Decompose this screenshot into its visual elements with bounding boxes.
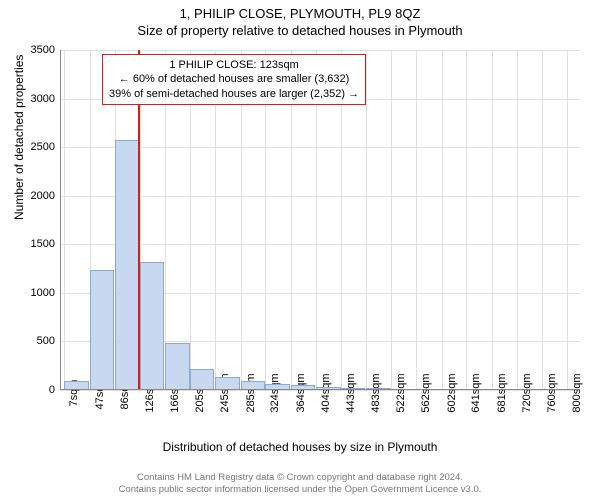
y-tick-label: 500	[15, 335, 55, 347]
annotation-box: 1 PHILIP CLOSE: 123sqm← 60% of detached …	[102, 54, 366, 105]
grid-line-vertical	[567, 50, 568, 390]
y-tick-label: 2500	[15, 141, 55, 153]
grid-line-vertical	[492, 50, 493, 390]
y-axis-line	[60, 50, 61, 390]
y-tick-label: 0	[15, 384, 55, 396]
grid-line-vertical	[64, 50, 65, 390]
y-tick-label: 3500	[15, 44, 55, 56]
annotation-line1: 1 PHILIP CLOSE: 123sqm	[109, 58, 359, 72]
x-tick-label: 760sqm	[546, 373, 558, 412]
grid-line-vertical	[416, 50, 417, 390]
histogram-bar	[165, 343, 189, 390]
y-tick-label: 1500	[15, 238, 55, 250]
chart-plot-area: 05001000150020002500300035007sqm47sqm86s…	[60, 50, 580, 390]
x-tick-label: 800sqm	[571, 373, 583, 412]
histogram-bar	[140, 262, 164, 390]
x-tick-label: 641sqm	[470, 373, 482, 412]
grid-line-vertical	[542, 50, 543, 390]
x-tick-label: 364sqm	[295, 373, 307, 412]
x-tick-label: 443sqm	[345, 373, 357, 412]
x-tick-label: 562sqm	[420, 373, 432, 412]
grid-line-vertical	[517, 50, 518, 390]
x-tick-label: 720sqm	[521, 373, 533, 412]
y-tick-label: 2000	[15, 190, 55, 202]
footnote: Contains HM Land Registry data © Crown c…	[0, 472, 600, 496]
chart-title-sub: Size of property relative to detached ho…	[0, 21, 600, 38]
chart-title-main: 1, PHILIP CLOSE, PLYMOUTH, PL9 8QZ	[0, 0, 600, 21]
x-tick-label: 522sqm	[395, 373, 407, 412]
x-tick-label: 404sqm	[320, 373, 332, 412]
footnote-line1: Contains HM Land Registry data © Crown c…	[0, 472, 600, 484]
x-tick-label: 602sqm	[446, 373, 458, 412]
grid-line-vertical	[466, 50, 467, 390]
annotation-line2: ← 60% of detached houses are smaller (3,…	[109, 72, 359, 86]
histogram-bar	[190, 369, 214, 390]
grid-line-vertical	[391, 50, 392, 390]
footnote-line2: Contains public sector information licen…	[0, 484, 600, 496]
x-tick-label: 483sqm	[370, 373, 382, 412]
x-tick-label: 681sqm	[496, 373, 508, 412]
y-tick-label: 1000	[15, 287, 55, 299]
x-tick-label: 324sqm	[269, 373, 281, 412]
grid-line-vertical	[442, 50, 443, 390]
x-tick-label: 285sqm	[245, 373, 257, 412]
x-axis-title: Distribution of detached houses by size …	[0, 440, 600, 454]
histogram-bar	[90, 270, 114, 390]
histogram-bar	[115, 140, 139, 390]
y-tick-label: 3000	[15, 93, 55, 105]
x-axis-line	[60, 389, 580, 390]
annotation-line3: 39% of semi-detached houses are larger (…	[109, 87, 359, 101]
grid-line-vertical	[366, 50, 367, 390]
